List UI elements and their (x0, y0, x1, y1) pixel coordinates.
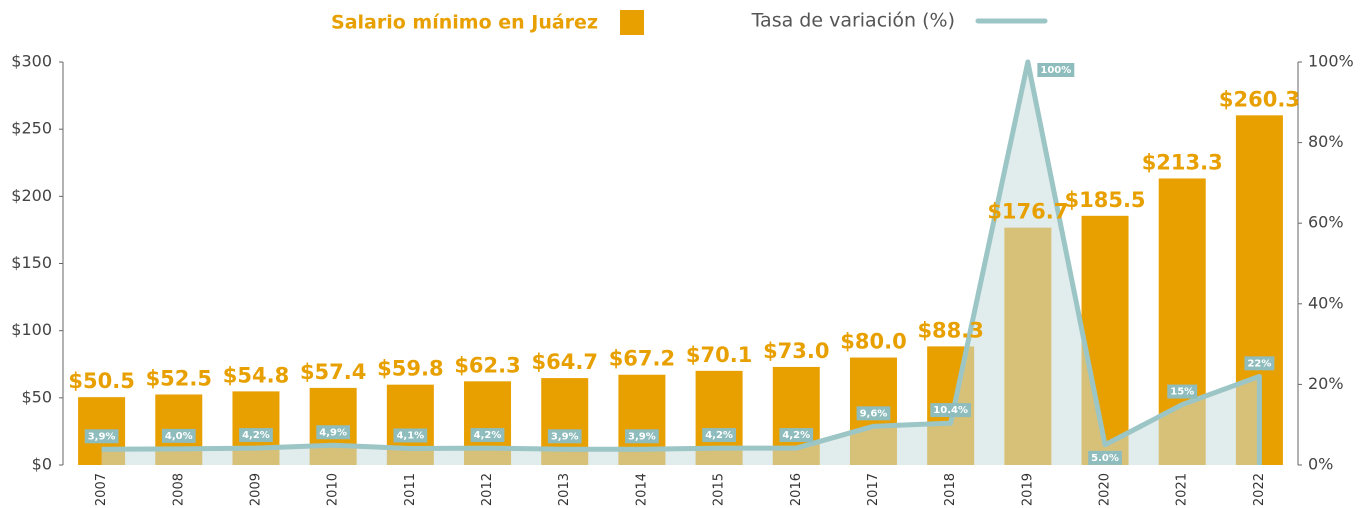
x-tick: 2015 (712, 473, 727, 506)
x-tick-label: 2020 (1098, 473, 1113, 506)
x-tick-label: 2015 (712, 473, 727, 506)
line-label-bg (316, 425, 351, 440)
line-label-bg (393, 428, 428, 443)
line-label: 4,1% (396, 430, 424, 441)
x-tick-label: 2008 (171, 473, 186, 506)
y-tick-label: $50 (21, 387, 52, 406)
x-tick-label: 2014 (634, 473, 649, 506)
x-tick-label: 2010 (326, 473, 341, 506)
x-tick: 2021 (1175, 473, 1190, 506)
y2-tick-label: 60% (1308, 213, 1344, 232)
x-tick-label: 2012 (480, 473, 495, 506)
line-label-bg (470, 428, 505, 443)
line-label-bg (779, 428, 814, 443)
bar-label: $64.7 (532, 350, 598, 374)
line-label: 3,9% (551, 431, 579, 442)
x-tick: 2022 (1252, 473, 1267, 506)
line-label-bg (84, 429, 119, 444)
line-label: 4,2% (474, 430, 502, 441)
line-label: 10.4% (933, 405, 968, 416)
x-tick: 2007 (94, 473, 109, 506)
bar-label: $260.3 (1219, 87, 1300, 111)
x-tick: 2017 (866, 473, 881, 506)
line-label-bg (856, 406, 891, 421)
bar-label: $176.7 (987, 200, 1068, 224)
x-tick-label: 2022 (1252, 473, 1267, 506)
bar-label: $213.3 (1142, 150, 1223, 174)
bar-label: $50.5 (68, 369, 134, 393)
bar-label: $70.1 (686, 343, 752, 367)
bar-label: $185.5 (1065, 188, 1146, 212)
bar-label: $67.2 (609, 347, 675, 371)
x-tick: 2009 (248, 473, 263, 506)
y2-tick-label: 40% (1308, 293, 1344, 312)
line-label: 9,6% (860, 408, 888, 419)
line-label: 100% (1040, 65, 1071, 76)
line-label-bg (930, 403, 972, 418)
y-tick-label: $300 (11, 52, 52, 71)
x-tick-label: 2021 (1175, 473, 1190, 506)
line-label: 4,2% (242, 430, 270, 441)
x-tick-label: 2017 (866, 473, 881, 506)
line-label: 3,9% (628, 431, 656, 442)
y-tick-label: $100 (11, 320, 52, 339)
y-tick-label: $200 (11, 186, 52, 205)
y-tick-label: $150 (11, 253, 52, 272)
line-label-bg (1167, 384, 1198, 399)
line (101, 59, 1262, 465)
line-label: 4,9% (319, 427, 347, 438)
line-label: 4,0% (165, 431, 193, 442)
x-tick-label: 2016 (789, 473, 804, 506)
line-label: 5.0% (1091, 453, 1119, 464)
x-tick: 2014 (634, 473, 649, 506)
line-label-bg (1088, 450, 1122, 465)
x-tick-label: 2011 (403, 473, 418, 506)
line-label: 4,2% (782, 430, 810, 441)
bar-label: $59.8 (377, 357, 443, 381)
line-label-bg (547, 429, 582, 444)
bar-label: $57.4 (300, 360, 366, 384)
legend-label: Tasa de variación (%) (751, 10, 955, 32)
x-tick: 2012 (480, 473, 495, 506)
legend-label: Salario mínimo en Juárez (331, 12, 598, 34)
bar-label: $80.0 (840, 330, 906, 354)
line-label-bg (702, 428, 736, 443)
line-label: 15% (1170, 387, 1194, 398)
line-label-bg (161, 428, 196, 443)
x-tick: 2020 (1098, 473, 1113, 506)
line-label: 22% (1247, 358, 1271, 369)
y2-tick-label: 100% (1308, 52, 1354, 71)
x-tick: 2013 (557, 473, 572, 506)
line-label: 4,2% (705, 430, 733, 441)
bar-label: $52.5 (146, 366, 212, 390)
x-tick: 2019 (1020, 473, 1035, 506)
y2-tick-label: 80% (1308, 132, 1344, 151)
y-tick-label: $0 (32, 455, 52, 474)
x-tick-label: 2019 (1020, 473, 1035, 506)
line-label: 3,9% (88, 431, 116, 442)
area (101, 62, 1260, 465)
bar-label: $88.3 (917, 318, 983, 342)
x-tick: 2018 (943, 473, 958, 506)
x-tick-label: 2007 (94, 473, 109, 506)
x-tick-label: 2018 (943, 473, 958, 506)
y-tick-label: $250 (11, 119, 52, 138)
x-tick-label: 2009 (248, 473, 263, 506)
line-label-bg (239, 428, 273, 443)
bar-label: $62.3 (454, 353, 520, 377)
x-tick: 2010 (326, 473, 341, 506)
line-label-bg (625, 429, 659, 444)
x-tick: 2011 (403, 473, 418, 506)
legend-swatch (620, 10, 644, 35)
bar-label: $73.0 (763, 339, 829, 363)
y2-tick-label: 20% (1308, 374, 1344, 393)
x-tick: 2016 (789, 473, 804, 506)
bar-label: $54.8 (223, 363, 289, 387)
x-tick: 2008 (171, 473, 186, 506)
x-tick-label: 2013 (557, 473, 572, 506)
y2-tick-label: 0% (1308, 455, 1333, 474)
line-label-bg (1037, 63, 1075, 77)
line-label-bg (1244, 356, 1275, 371)
